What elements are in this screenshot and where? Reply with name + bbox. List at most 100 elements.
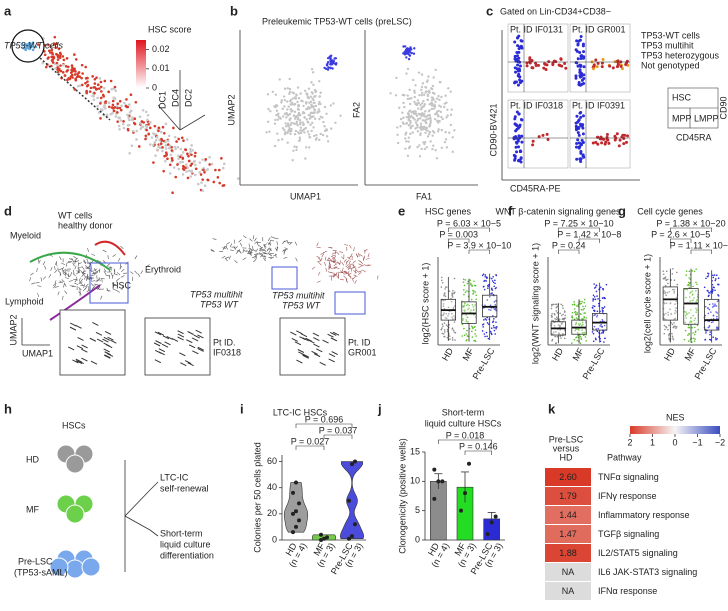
velocity-arrow — [328, 353, 336, 358]
cell-dot — [220, 157, 223, 160]
cell-point — [595, 284, 598, 287]
velocity-arrow — [297, 349, 305, 353]
cell-dot — [433, 103, 436, 106]
cell-dot — [176, 163, 179, 166]
cell-dot — [293, 145, 296, 148]
cell-dot — [613, 134, 617, 138]
cell-dot — [168, 163, 172, 167]
cell-point — [451, 294, 454, 297]
axis-label: DC1 — [157, 91, 167, 109]
cell-dot — [74, 78, 78, 82]
cell-dot — [429, 116, 432, 120]
velocity-arrow — [324, 256, 327, 261]
cell-point — [443, 329, 446, 331]
cell-dot — [577, 118, 581, 122]
cell-label: 2.60 — [559, 472, 577, 482]
cell-dot — [326, 140, 330, 143]
velocity-arrow — [116, 272, 121, 276]
cell-dot — [128, 103, 131, 106]
heat-cell — [545, 582, 591, 600]
cell-dot — [289, 123, 292, 127]
cell-dot — [125, 98, 128, 101]
cell-dot — [413, 91, 416, 94]
prelsc-dot — [406, 51, 409, 54]
x-tick-label: MF — [683, 346, 698, 363]
cell-dot — [418, 155, 422, 158]
legend-entry: TP53-WT cells — [641, 30, 700, 40]
velocity-arrow — [38, 259, 41, 264]
cell-point — [581, 329, 583, 331]
significance-bracket — [558, 249, 580, 254]
cell-label: 1.47 — [559, 529, 577, 539]
x-tick-label: HD — [662, 346, 677, 363]
cell-dot — [544, 68, 548, 72]
significance-bracket — [448, 238, 470, 243]
velocity-arrow — [290, 331, 297, 336]
velocity-arrow — [75, 260, 80, 263]
cell-point — [668, 324, 670, 327]
velocity-arrow — [323, 250, 327, 254]
cell-point — [669, 308, 671, 311]
velocity-arrow — [104, 331, 112, 335]
velocity-arrow — [197, 347, 204, 352]
cell-point — [443, 294, 445, 297]
panel-label: h — [4, 401, 12, 416]
cell-dot — [430, 102, 434, 105]
cell-dot — [409, 121, 412, 125]
cell-dot — [174, 175, 178, 179]
cell-dot — [582, 55, 586, 59]
cell-dot — [288, 128, 291, 131]
cell-point — [561, 304, 564, 307]
velocity-arrow — [222, 247, 227, 250]
colorbar-tick-label: 0.01 — [152, 63, 170, 73]
cell-dot — [189, 150, 192, 153]
cell-point — [705, 332, 707, 334]
cell-dot — [302, 123, 305, 127]
cell-dot — [81, 72, 84, 75]
cell-dot — [600, 65, 604, 69]
cell-dot — [417, 112, 421, 116]
cell-point — [592, 305, 594, 307]
cell-point — [464, 291, 467, 294]
velocity-arrow — [348, 260, 351, 265]
cell-dot — [73, 67, 76, 71]
cell-dot — [592, 63, 596, 67]
cell-point — [593, 283, 595, 285]
cell-point — [688, 312, 690, 314]
cell-dot — [41, 61, 45, 65]
cell-point — [675, 300, 678, 303]
cell-point — [559, 325, 561, 328]
velocity-arrow — [354, 269, 359, 273]
cell-dot — [319, 132, 322, 136]
cell-point — [442, 333, 445, 335]
velocity-arrow — [74, 265, 77, 270]
cell-dot — [70, 73, 74, 77]
cell-dot — [405, 121, 408, 125]
cell-point — [707, 326, 710, 329]
velocity-arrow — [282, 240, 285, 245]
cell-point — [489, 330, 492, 333]
cell-point — [551, 333, 553, 335]
significance-bracket — [448, 227, 490, 232]
cell-dot — [85, 84, 89, 88]
cell-dot — [513, 122, 517, 126]
cell-dot — [579, 124, 583, 128]
data-point — [291, 490, 295, 495]
p-value: P = 1.11 × 10−7 — [670, 240, 728, 250]
cell-dot — [440, 95, 443, 99]
cell-point — [671, 288, 674, 291]
cell-dot — [397, 106, 401, 110]
cell-dot — [432, 144, 435, 147]
cell-dot — [164, 147, 168, 150]
cell-point — [467, 303, 469, 306]
cell-point — [491, 280, 494, 282]
cell-point — [493, 329, 496, 332]
cell-point — [662, 277, 665, 280]
cell-dot — [194, 167, 198, 171]
cell-point — [694, 338, 696, 341]
cell-dot — [176, 154, 180, 158]
velocity-arrow — [352, 260, 356, 264]
cell-dot — [309, 95, 313, 98]
cell-point — [717, 283, 720, 286]
velocity-arrow — [355, 253, 359, 258]
